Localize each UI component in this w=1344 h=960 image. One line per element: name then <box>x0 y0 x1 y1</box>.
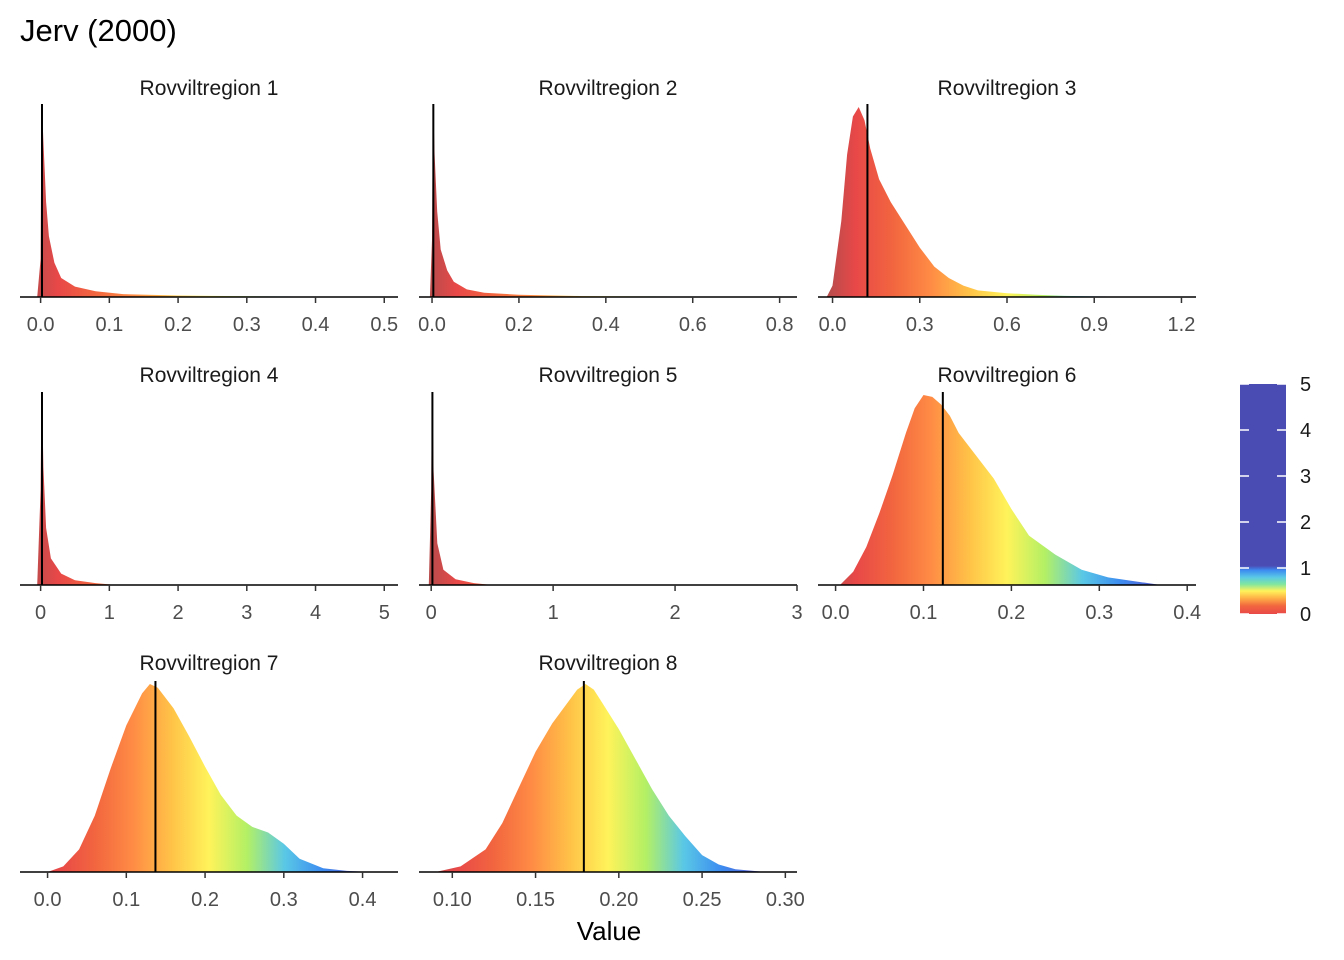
panel-1: Rovviltregion 1 0.0 0.1 0.2 0.3 0.4 0.5 <box>20 77 398 336</box>
x-tick-label: 0.1 <box>95 314 123 336</box>
density-area <box>429 107 780 297</box>
colorbar-tick-label: 2 <box>1300 512 1311 534</box>
x-tick-label: 0.8 <box>766 314 794 336</box>
x-tick-label: 0.30 <box>766 889 805 911</box>
x-tick-label: 0.3 <box>270 889 298 911</box>
x-axis-label: Value <box>577 916 642 946</box>
x-tick-label: 0.10 <box>433 889 472 911</box>
chart-title: Jerv (2000) <box>20 13 177 48</box>
panel-3: Rovviltregion 3 0.0 0.3 0.6 0.9 1.2 <box>818 77 1196 336</box>
x-tick-label: 1 <box>104 602 115 624</box>
x-tick-label: 0.4 <box>592 314 620 336</box>
panel-title: Rovviltregion 3 <box>938 77 1077 100</box>
colorbar-tick-label: 3 <box>1300 466 1311 488</box>
colorbar-tick-label: 4 <box>1300 420 1311 442</box>
density-area <box>840 395 1161 585</box>
colorbar-tick-label: 1 <box>1300 558 1311 580</box>
panel-7: Rovviltregion 7 0.0 0.1 0.2 0.3 0.4 <box>20 652 398 911</box>
x-tick-label: 3 <box>241 602 252 624</box>
x-tick-label: 0.4 <box>302 314 330 336</box>
x-tick-label: 0.0 <box>822 602 850 624</box>
density-area <box>826 107 1167 297</box>
x-tick-label: 0.0 <box>819 314 847 336</box>
x-tick-label: 5 <box>379 602 390 624</box>
x-tick-label: 0.25 <box>683 889 722 911</box>
x-tick-label: 0.0 <box>34 889 62 911</box>
x-tick-label: 2 <box>670 602 681 624</box>
density-area <box>37 107 385 297</box>
x-tick-label: 0.2 <box>997 602 1025 624</box>
x-tick-label: 0.20 <box>599 889 638 911</box>
x-tick-label: 0.2 <box>164 314 192 336</box>
panel-title: Rovviltregion 1 <box>140 77 279 100</box>
panel-6: Rovviltregion 6 0.0 0.1 0.2 0.3 0.4 <box>818 364 1201 624</box>
x-tick-label: 0.6 <box>993 314 1021 336</box>
panel-title: Rovviltregion 2 <box>539 77 678 100</box>
x-tick-label: 1 <box>548 602 559 624</box>
density-area <box>47 684 371 872</box>
x-tick-label: 0.1 <box>112 889 140 911</box>
x-tick-label: 0.1 <box>910 602 938 624</box>
colorbar-tick-label: 0 <box>1300 604 1311 626</box>
panel-8: Rovviltregion 8 0.10 0.15 0.20 0.25 0.30 <box>419 652 805 911</box>
density-area <box>37 395 117 585</box>
x-tick-label: 0.2 <box>505 314 533 336</box>
x-tick-label: 0 <box>426 602 437 624</box>
x-tick-label: 0.4 <box>1173 602 1201 624</box>
x-tick-label: 0 <box>35 602 46 624</box>
panel-title: Rovviltregion 5 <box>539 364 678 387</box>
colorbar-legend: 0 1 2 3 4 5 <box>1240 374 1311 626</box>
panel-title: Rovviltregion 7 <box>140 652 279 675</box>
x-tick-label: 2 <box>173 602 184 624</box>
colorbar <box>1240 384 1286 614</box>
x-tick-label: 4 <box>310 602 321 624</box>
x-tick-label: 0.2 <box>191 889 219 911</box>
x-tick-label: 0.3 <box>1085 602 1113 624</box>
x-tick-label: 0.0 <box>27 314 55 336</box>
x-tick-label: 1.2 <box>1168 314 1196 336</box>
panel-5: Rovviltregion 5 0 1 2 3 <box>419 364 803 624</box>
panels: Rovviltregion 10.0 0.1 0.2 0.3 0.4 0.5Rovvilt… <box>20 77 1201 911</box>
panel-title: Rovviltregion 8 <box>539 652 678 675</box>
density-area <box>435 684 766 872</box>
x-tick-label: 0.6 <box>679 314 707 336</box>
x-tick-label: 0.3 <box>906 314 934 336</box>
density-area <box>428 395 493 585</box>
x-tick-label: 3 <box>791 602 802 624</box>
x-tick-label: 0.5 <box>370 314 398 336</box>
panel-4: Rovviltregion 4 0 1 2 3 4 5 <box>20 364 398 624</box>
x-tick-label: 0.15 <box>516 889 555 911</box>
x-tick-label: 0.4 <box>349 889 377 911</box>
panel-title: Rovviltregion 4 <box>140 364 279 387</box>
x-tick-label: 0.9 <box>1080 314 1108 336</box>
panel-2: Rovviltregion 2 0.0 0.2 0.4 0.6 0.8 <box>418 77 797 336</box>
x-tick-label: 0.3 <box>233 314 261 336</box>
x-tick-label: 0.0 <box>418 314 446 336</box>
panel-title: Rovviltregion 6 <box>938 364 1077 387</box>
colorbar-tick-label: 5 <box>1300 374 1311 396</box>
